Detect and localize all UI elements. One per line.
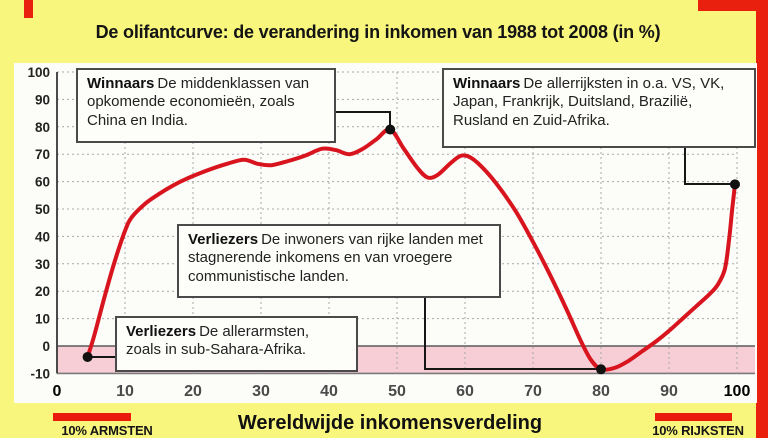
x-tick-label: 30 [252,383,270,400]
annotation-text: De middenklassen van opkomende economieë… [87,75,310,129]
richest-decile-bar [655,413,732,421]
annotation-lead: Verliezers [126,323,197,340]
y-tick-label: 80 [35,120,50,135]
callout-line [334,111,391,127]
x-tick-label: 70 [524,383,542,400]
x-tick-label: 0 [53,383,62,400]
annotation-lead: Verliezers [188,231,259,248]
x-tick-label: 100 [724,383,751,400]
plot-panel: 100 90 80 70 60 50 40 30 20 10 0 -10 0 10 20 30 40 50 60 70… [14,63,757,403]
x-tick-label: 20 [184,383,202,400]
annotation-winners-richest: Winnaars De allerrijksten in o.a. VS, VK,… [442,68,756,148]
y-tick-label: -10 [30,366,50,381]
y-tick-label: 90 [35,92,50,107]
red-border-right [756,0,768,438]
x-tick-label: 90 [660,383,678,400]
annotation-lead: Winnaars [453,75,521,92]
x-tick-label: 50 [388,383,406,400]
y-tick-label: 30 [35,257,50,272]
x-tick-label: 10 [116,383,134,400]
data-point-marker [596,364,606,375]
y-tick-label: 10 [35,312,50,327]
data-point-marker [82,351,93,362]
y-tick-label: 100 [27,65,50,80]
x-tick-label: 60 [456,383,474,400]
y-tick-label: 0 [42,339,50,354]
callout-line [684,148,732,185]
annotation-lead: Winnaars [87,75,155,92]
y-tick-label: 60 [35,175,50,190]
y-tick-label: 70 [35,147,50,162]
callout-line [424,298,598,370]
x-tick-label: 40 [320,383,338,400]
annotation-text: De allerarmsten, zoals in sub-Sahara-Afr… [126,323,310,359]
red-border-top-right [698,0,768,11]
poorest-decile-bar [53,413,131,421]
annotation-text: De inwoners van rijke landen met stagner… [188,231,483,285]
data-point-marker [385,124,396,135]
richest-decile-label: 10% RIJKSTEN [652,423,744,438]
annotation-losers-rich-countries: Verliezers De inwoners van rijke landen m… [177,224,501,298]
red-border-sliver [24,0,33,18]
annotation-winners-middle-class: Winnaars De middenklassen van opkomende e… [76,68,336,143]
y-tick-label: 40 [35,229,50,244]
poorest-decile-label: 10% ARMSTEN [61,423,153,438]
x-tick-label: 80 [592,383,610,400]
y-tick-label: 50 [35,202,50,217]
elephant-curve [85,127,737,372]
chart-title: De olifantcurve: de verandering in inkom… [95,22,661,42]
y-tick-label: 20 [35,284,50,299]
x-axis-title: Wereldwijde inkomensverdeling [237,412,543,434]
data-point-marker [729,179,740,190]
annotation-losers-poorest: Verliezers De allerarmsten, zoals in sub-… [115,316,358,372]
annotation-text: De allerrijksten in o.a. VS, VK, Japan, … [453,75,725,129]
